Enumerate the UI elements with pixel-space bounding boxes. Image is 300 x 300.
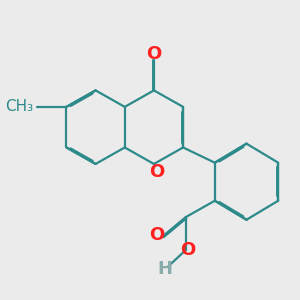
Text: H: H	[158, 260, 173, 278]
Text: CH₃: CH₃	[5, 99, 33, 114]
Text: O: O	[181, 241, 196, 259]
Text: O: O	[146, 45, 161, 63]
Text: O: O	[149, 163, 164, 181]
Text: O: O	[149, 226, 164, 244]
